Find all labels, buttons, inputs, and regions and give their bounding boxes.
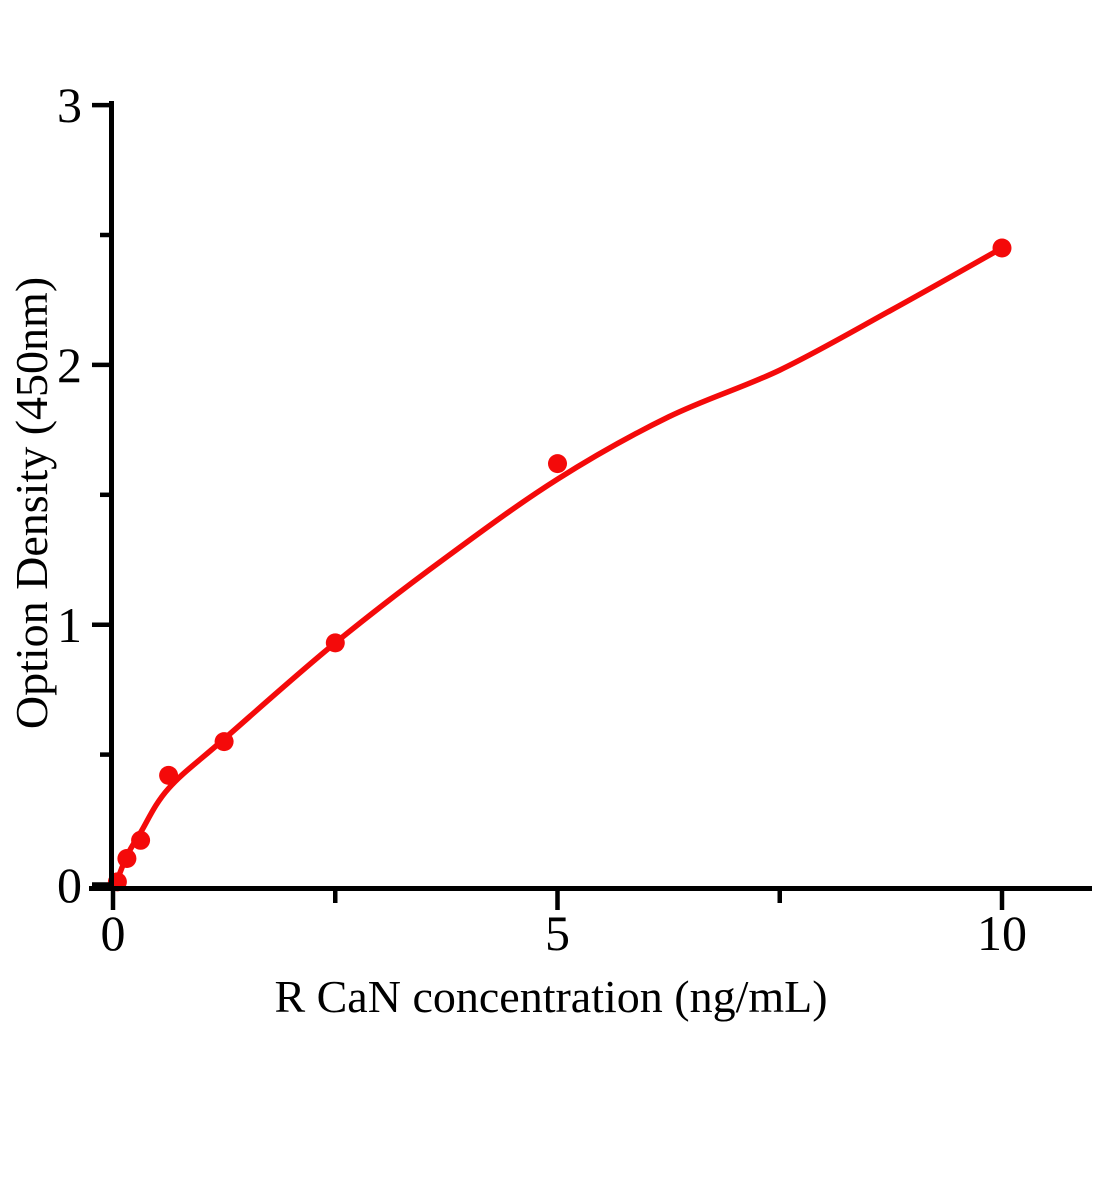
data-point: [159, 765, 179, 785]
y-tick-label-1: 1: [57, 596, 82, 653]
x-tick-label-0: 0: [100, 905, 126, 961]
y-tick-label-3: 3: [57, 77, 82, 134]
y-tick-label-2: 2: [57, 336, 82, 393]
fit-curve: [112, 245, 1005, 888]
data-point: [214, 732, 234, 752]
y-axis-title: Option Density (450nm): [6, 276, 57, 730]
y-tick-label-0: 0: [57, 856, 82, 913]
x-tick-label-5: 5: [545, 905, 570, 961]
data-point: [992, 238, 1012, 258]
data-point: [117, 849, 137, 868]
x-tick-label-10: 10: [977, 905, 1027, 961]
data-point: [548, 454, 567, 474]
data-point: [131, 830, 151, 850]
x-axis-title: R CaN concentration (ng/mL): [274, 971, 828, 1022]
data-point: [325, 633, 345, 653]
